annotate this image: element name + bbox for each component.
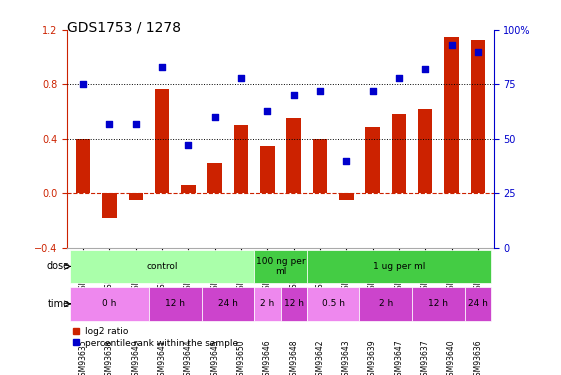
Point (79, 81, 88, 87)
Bar (287, 118, 301, 193)
Bar (155, 88, 169, 193)
Bar (418, 109, 433, 193)
Text: GSM93640: GSM93640 (447, 339, 456, 375)
Text: GSM93642: GSM93642 (315, 339, 324, 375)
Text: GSM93636: GSM93636 (473, 339, 482, 375)
Text: GSM93635: GSM93635 (79, 339, 88, 375)
FancyBboxPatch shape (412, 287, 465, 321)
Legend: log2 ratio, percentile rank within the sample: log2 ratio, percentile rank within the s… (72, 327, 238, 348)
Text: 2 h: 2 h (260, 299, 274, 308)
Text: GSM93649: GSM93649 (131, 339, 140, 375)
Point (394, 75, 403, 81)
Text: dose: dose (47, 261, 70, 272)
Text: GSM93647: GSM93647 (394, 339, 403, 375)
Text: GSM93637: GSM93637 (421, 339, 430, 375)
Point (315, 88, 324, 94)
Text: 24 h: 24 h (468, 299, 488, 308)
Point (447, 42, 456, 48)
Text: 12 h: 12 h (429, 299, 448, 308)
Text: 100 ng per
ml: 100 ng per ml (256, 257, 305, 276)
FancyBboxPatch shape (307, 250, 491, 283)
Point (158, 64, 167, 70)
Text: 0 h: 0 h (102, 299, 117, 308)
Text: 24 h: 24 h (218, 299, 238, 308)
Text: GSM93644: GSM93644 (184, 339, 193, 375)
Text: 12 h: 12 h (165, 299, 185, 308)
Bar (312, 139, 327, 193)
Text: GDS1753 / 1278: GDS1753 / 1278 (67, 21, 181, 34)
Point (473, 49, 482, 55)
FancyBboxPatch shape (254, 287, 280, 321)
Bar (339, 193, 353, 200)
Bar (471, 39, 485, 193)
Point (210, 114, 219, 120)
FancyBboxPatch shape (254, 250, 307, 283)
Text: 0.5 h: 0.5 h (321, 299, 344, 308)
Point (421, 66, 430, 72)
Bar (260, 146, 274, 193)
Point (131, 121, 140, 127)
Bar (365, 127, 380, 193)
Text: GSM93646: GSM93646 (263, 339, 272, 375)
Bar (102, 193, 117, 218)
FancyBboxPatch shape (70, 287, 149, 321)
Bar (128, 193, 143, 200)
Text: GSM93638: GSM93638 (105, 339, 114, 375)
Text: control: control (146, 262, 178, 271)
Point (289, 92, 298, 98)
Bar (76, 139, 90, 193)
Text: GSM93641: GSM93641 (158, 339, 167, 375)
Text: 2 h: 2 h (379, 299, 393, 308)
FancyBboxPatch shape (307, 287, 360, 321)
Text: GSM93648: GSM93648 (289, 339, 298, 375)
FancyBboxPatch shape (70, 250, 254, 283)
Bar (444, 37, 459, 193)
Text: GSM93643: GSM93643 (342, 339, 351, 375)
Text: time: time (48, 299, 70, 309)
Bar (234, 125, 249, 193)
Point (184, 142, 193, 148)
Bar (392, 114, 406, 193)
Point (105, 121, 114, 127)
Text: GSM93639: GSM93639 (368, 339, 377, 375)
Bar (208, 164, 222, 193)
Text: GSM93650: GSM93650 (237, 339, 246, 375)
Text: 12 h: 12 h (284, 299, 304, 308)
Bar (181, 185, 196, 193)
Point (263, 108, 272, 114)
FancyBboxPatch shape (360, 287, 412, 321)
Text: GSM93645: GSM93645 (210, 339, 219, 375)
FancyBboxPatch shape (201, 287, 254, 321)
Point (368, 88, 377, 94)
Point (342, 158, 351, 164)
FancyBboxPatch shape (280, 287, 307, 321)
FancyBboxPatch shape (149, 287, 201, 321)
Text: 1 ug per ml: 1 ug per ml (373, 262, 425, 271)
FancyBboxPatch shape (465, 287, 491, 321)
Point (237, 75, 246, 81)
